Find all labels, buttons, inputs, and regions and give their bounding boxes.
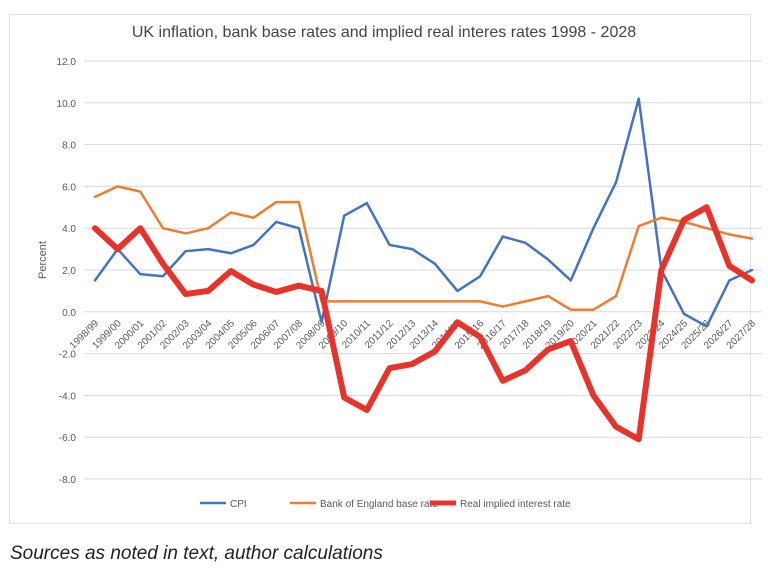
footnote: Sources as noted in text, author calcula… — [10, 543, 383, 564]
y-tick-label: -8.0 — [59, 475, 77, 486]
series-line-cpi — [93, 97, 754, 328]
legend-label: Real implied interest rate — [460, 499, 571, 510]
legend-label: CPI — [230, 499, 247, 510]
y-tick-label: 2.0 — [62, 266, 76, 277]
y-tick-label: -4.0 — [59, 391, 77, 402]
y-tick-label: 10.0 — [57, 99, 77, 110]
legend-label: Bank of England base rate — [320, 499, 438, 510]
series-line-bank-of-england-base-rate — [93, 185, 754, 311]
series-line-real-implied-interest-rate — [92, 204, 755, 443]
y-tick-label: 6.0 — [62, 182, 76, 193]
y-tick-label: 4.0 — [62, 224, 76, 235]
y-tick-label: 12.0 — [57, 57, 77, 68]
y-axis-label: Percent — [37, 241, 49, 279]
chart-title: UK inflation, bank base rates and implie… — [131, 24, 637, 41]
chart-frame — [9, 14, 751, 524]
y-tick-label: -2.0 — [59, 350, 77, 361]
y-tick-label: 8.0 — [62, 141, 76, 152]
y-tick-label: -6.0 — [59, 433, 77, 444]
y-tick-label: 0.0 — [62, 308, 76, 319]
